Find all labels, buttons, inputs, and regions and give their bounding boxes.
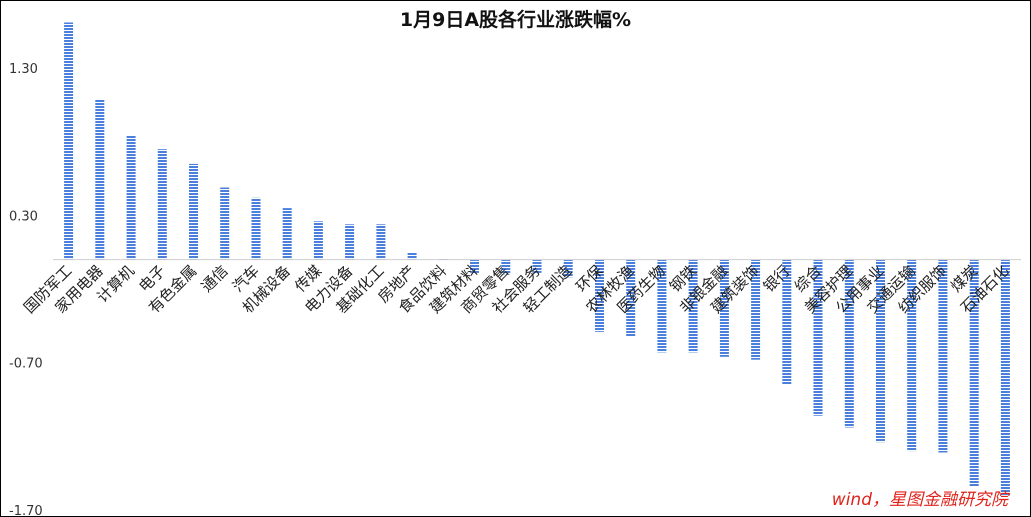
- bar-非银金融: [719, 259, 729, 357]
- bar-纺织服饰: [938, 259, 948, 453]
- bar-轻工制造: [563, 259, 573, 278]
- bar-建筑材料: [470, 259, 479, 273]
- chart-title: 1月9日A股各行业涨跌幅%: [399, 9, 632, 31]
- bar-综合: [813, 259, 823, 416]
- y-tick-label: -1.70: [9, 504, 43, 516]
- bar-交通运输: [907, 259, 917, 452]
- bar-家用电器: [95, 99, 105, 260]
- y-tick-label: -0.70: [9, 357, 43, 372]
- bar-食品饮料: [438, 258, 448, 260]
- bar-房地产: [407, 252, 417, 260]
- bar-电子: [157, 149, 167, 260]
- bar-传媒: [313, 221, 323, 260]
- bar-机械设备: [282, 208, 292, 260]
- bar-煤炭: [969, 259, 979, 487]
- bar-电力设备: [345, 224, 355, 260]
- bar-商贸零售: [501, 259, 511, 275]
- bar-美容护理: [844, 259, 854, 428]
- bar-农林牧渔: [626, 259, 636, 337]
- bar-钢铁: [688, 259, 698, 353]
- bar-公用事业: [876, 259, 885, 443]
- bar-有色金属: [189, 163, 198, 260]
- bar-医药生物: [657, 259, 667, 353]
- bar-国防军工: [64, 22, 74, 260]
- bar-通信: [220, 187, 230, 260]
- bar-银行: [782, 259, 792, 385]
- x-tick-label: 通信: [198, 262, 232, 296]
- y-tick-label: 0.30: [9, 210, 38, 225]
- y-tick-label: 1.30: [9, 62, 38, 77]
- bar-基础化工: [376, 224, 386, 260]
- bar-汽车: [251, 197, 261, 260]
- watermark: wind，星图金融研究院: [831, 490, 1008, 510]
- bar-环保: [595, 259, 604, 332]
- bar-建筑装饰: [751, 259, 761, 360]
- bar-社会服务: [532, 259, 542, 273]
- bar-石油石化: [1000, 259, 1010, 496]
- bar-计算机: [126, 135, 136, 260]
